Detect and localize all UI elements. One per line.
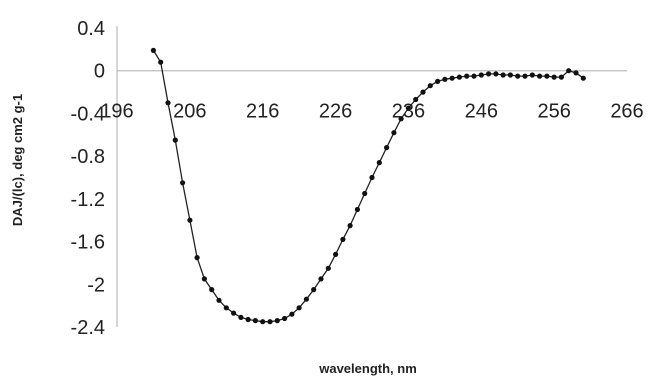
data-point bbox=[420, 89, 426, 95]
data-point bbox=[354, 206, 360, 213]
data-point bbox=[515, 73, 521, 79]
markers-layer bbox=[150, 47, 586, 325]
data-point bbox=[384, 145, 390, 151]
data-point bbox=[464, 73, 470, 79]
data-point bbox=[427, 83, 433, 89]
x-axis-title: wavelength, nm bbox=[318, 361, 417, 376]
data-point bbox=[187, 217, 193, 223]
x-tick-label: 256 bbox=[537, 101, 570, 123]
x-tick-label: 266 bbox=[610, 101, 643, 123]
y-tick-label: -1.2 bbox=[71, 189, 105, 211]
data-point bbox=[150, 47, 156, 54]
y-tick-label: -0.8 bbox=[71, 146, 105, 168]
data-point bbox=[566, 68, 572, 74]
data-point bbox=[223, 305, 229, 311]
data-point bbox=[231, 310, 237, 316]
data-point bbox=[172, 137, 178, 143]
data-point bbox=[238, 314, 244, 320]
y-tick-label: -2.4 bbox=[71, 317, 105, 339]
x-tick-labels: 196 206 216 226 236 246 256 266 bbox=[100, 101, 643, 123]
data-point bbox=[486, 71, 492, 77]
data-point bbox=[544, 73, 550, 79]
data-point bbox=[507, 72, 513, 78]
data-point bbox=[398, 116, 404, 122]
data-point bbox=[369, 174, 375, 181]
data-point bbox=[158, 59, 164, 65]
axes bbox=[116, 26, 627, 327]
data-point bbox=[260, 319, 266, 325]
data-point bbox=[201, 276, 207, 282]
data-point bbox=[165, 100, 171, 106]
data-point bbox=[267, 319, 273, 325]
data-point bbox=[303, 296, 309, 302]
data-point bbox=[216, 297, 222, 303]
data-point bbox=[493, 71, 499, 77]
y-tick-labels: 0.4 0 -0.4 -0.8 -1.2 -1.6 -2 -2.4 bbox=[71, 18, 105, 339]
data-point bbox=[289, 311, 295, 317]
data-point bbox=[391, 130, 397, 136]
x-tick-label: 206 bbox=[173, 101, 206, 123]
data-point bbox=[180, 180, 186, 186]
data-point bbox=[209, 287, 215, 293]
data-point bbox=[274, 318, 280, 324]
y-axis-title: DAJ/(lc), deg cm2 g-1 bbox=[10, 94, 25, 226]
x-tick-label: 226 bbox=[319, 101, 352, 123]
x-tick-label: 246 bbox=[465, 101, 498, 123]
data-point bbox=[325, 265, 331, 271]
data-point bbox=[413, 96, 419, 103]
data-point bbox=[537, 73, 543, 79]
x-tick-label: 216 bbox=[246, 101, 279, 123]
data-point bbox=[333, 251, 339, 257]
data-point bbox=[558, 74, 565, 80]
y-tick-label: -0.4 bbox=[71, 103, 105, 125]
data-point bbox=[435, 78, 441, 84]
data-point bbox=[478, 72, 484, 78]
data-point bbox=[580, 75, 586, 81]
data-point bbox=[252, 318, 258, 324]
series-layer bbox=[150, 47, 586, 325]
data-point bbox=[245, 316, 251, 323]
data-point bbox=[318, 276, 324, 282]
data-point bbox=[311, 287, 317, 293]
data-point bbox=[529, 72, 535, 78]
data-point bbox=[405, 105, 411, 111]
data-point bbox=[347, 223, 353, 229]
data-point bbox=[442, 76, 448, 82]
data-point bbox=[282, 315, 288, 322]
y-tick-label: 0.4 bbox=[77, 18, 105, 40]
data-point bbox=[449, 75, 455, 81]
data-point bbox=[340, 236, 346, 242]
data-point bbox=[471, 73, 477, 79]
data-point bbox=[296, 305, 302, 311]
data-point bbox=[500, 72, 506, 78]
x-tick-label: 196 bbox=[100, 101, 133, 123]
series-line bbox=[152, 50, 584, 323]
data-point bbox=[194, 255, 200, 261]
data-point bbox=[573, 70, 579, 76]
data-point bbox=[376, 160, 382, 166]
y-tick-label: -2 bbox=[87, 274, 105, 296]
x-tick-label: 236 bbox=[392, 101, 425, 123]
data-point bbox=[522, 73, 528, 79]
data-point bbox=[456, 74, 462, 80]
y-tick-label: 0 bbox=[94, 61, 105, 83]
data-point bbox=[551, 74, 557, 80]
data-point bbox=[362, 190, 368, 197]
y-tick-label: -1.6 bbox=[71, 232, 105, 254]
